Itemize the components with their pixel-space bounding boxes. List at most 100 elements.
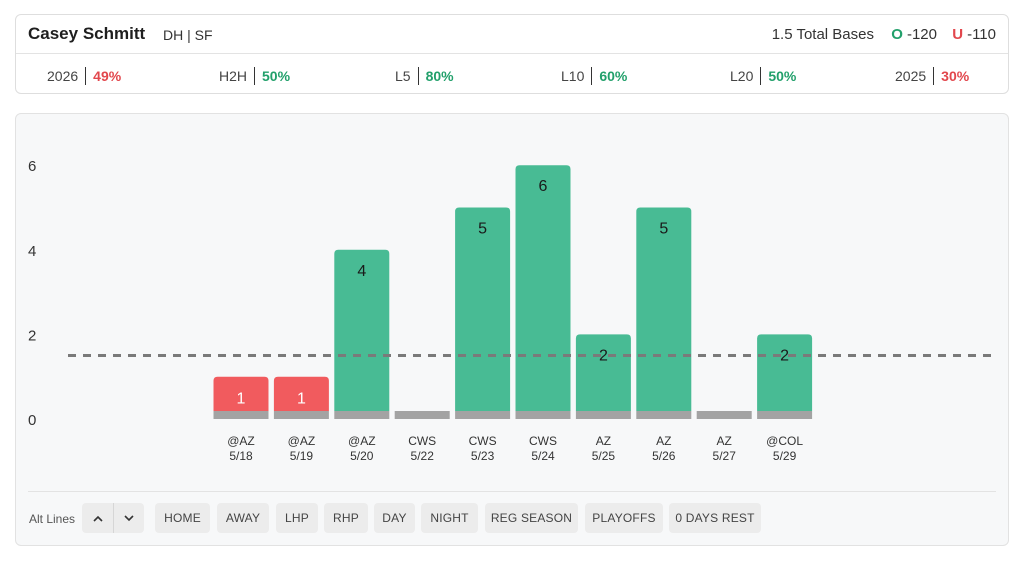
x-tick-date: 5/26 [652, 449, 676, 463]
filter-0-days-rest[interactable]: 0 DAYS REST [669, 503, 761, 533]
x-tick-opponent: CWS [469, 434, 497, 448]
filter-playoffs[interactable]: PLAYOFFS [585, 503, 663, 533]
stat-label: L5 [395, 68, 411, 84]
x-tick-opponent: @AZ [227, 434, 255, 448]
bar-az-5-25[interactable] [575, 334, 631, 411]
footer-divider [28, 491, 996, 492]
bar-value-label: 5 [659, 221, 668, 238]
x-tick-opponent: CWS [529, 434, 557, 448]
stat-l5[interactable]: L5 80% [395, 67, 454, 85]
bar--az-5-19[interactable] [273, 376, 329, 411]
stat-value: 49% [93, 68, 122, 84]
stat-l10[interactable]: L10 60% [561, 67, 627, 85]
bar--col-5-29[interactable] [757, 334, 813, 411]
y-tick-label: 6 [28, 158, 36, 175]
bar-value-label: 2 [599, 347, 608, 364]
filter-lhp[interactable]: LHP [276, 503, 318, 533]
x-tick-date: 5/22 [411, 449, 435, 463]
stat-divider [254, 67, 256, 85]
y-tick-label: 0 [28, 412, 36, 429]
bar-value-label: 1 [237, 391, 246, 408]
x-tick-opponent: AZ [596, 434, 611, 448]
player-position-team: DH | SF [163, 27, 213, 43]
x-tick-date: 5/24 [531, 449, 555, 463]
filter-away[interactable]: AWAY [217, 503, 269, 533]
bar-base [636, 411, 692, 419]
stat-label: H2H [219, 68, 248, 84]
x-tick-opponent: @COL [766, 434, 803, 448]
y-tick-label: 4 [28, 243, 36, 260]
under-odds-value: -110 [967, 26, 996, 43]
bar-base [575, 411, 631, 419]
bar-value-label: 5 [478, 221, 487, 238]
stat-divider [591, 67, 593, 85]
x-tick-opponent: @AZ [348, 434, 376, 448]
alt-line-up-button[interactable] [82, 503, 113, 533]
x-tick-date: 5/23 [471, 449, 495, 463]
alt-lines-label: Alt Lines [29, 512, 76, 526]
y-tick-label: 2 [28, 327, 36, 344]
x-tick-date: 5/20 [350, 449, 374, 463]
header-top-row: Casey Schmitt DH | SF 1.5 Total Bases O-… [16, 15, 1008, 54]
bar-value-label: 2 [780, 347, 789, 364]
x-tick-date: 5/19 [290, 449, 314, 463]
under-odds[interactable]: U -110 [952, 26, 996, 43]
chevron-down-icon [124, 514, 134, 521]
bar-cws-5-23[interactable] [455, 207, 511, 412]
bar-base [515, 411, 571, 419]
stat-value: 60% [599, 68, 628, 84]
stat-divider [417, 67, 419, 85]
player-name[interactable]: Casey Schmitt [28, 24, 146, 43]
stat-divider [85, 67, 87, 85]
stat-l20[interactable]: L20 50% [730, 67, 796, 85]
alt-lines-stepper [82, 503, 144, 533]
stat-value: 50% [262, 68, 291, 84]
stat-label: 2025 [895, 68, 927, 84]
filter-rhp[interactable]: RHP [324, 503, 368, 533]
bar-value-label: 4 [357, 263, 366, 280]
bar-base [455, 411, 511, 419]
stat-value: 30% [941, 68, 970, 84]
bar-base [213, 411, 269, 419]
over-odds[interactable]: O -120 [891, 26, 937, 43]
bar-base [757, 411, 813, 419]
bar-cws-5-24[interactable] [515, 165, 571, 411]
x-tick-date: 5/25 [592, 449, 616, 463]
filter-home[interactable]: HOME [155, 503, 210, 533]
bar--az-5-20[interactable] [334, 249, 390, 411]
bar-base [334, 411, 390, 419]
over-odds-value: -120 [906, 26, 937, 43]
x-tick-opponent: AZ [717, 434, 732, 448]
prop-line: 1.5 Total Bases [771, 26, 874, 43]
filter-reg-season[interactable]: REG SEASON [485, 503, 578, 533]
stat-label: L10 [561, 68, 585, 84]
bar-base [394, 411, 450, 419]
stat-label: L20 [730, 68, 754, 84]
bar-base [696, 411, 752, 419]
stat-h2h[interactable]: H2H 50% [219, 67, 290, 85]
stat-divider [933, 67, 935, 85]
alt-line-down-button[interactable] [113, 503, 144, 533]
stat-value: 80% [425, 68, 454, 84]
stat-divider [760, 67, 762, 85]
x-tick-date: 5/18 [229, 449, 253, 463]
x-tick-opponent: @AZ [288, 434, 316, 448]
bar-value-label: 6 [539, 178, 548, 195]
bar-az-5-26[interactable] [636, 207, 692, 412]
filter-day[interactable]: DAY [374, 503, 415, 533]
filter-night[interactable]: NIGHT [421, 503, 478, 533]
x-tick-opponent: CWS [408, 434, 436, 448]
player-header-card: Casey Schmitt DH | SF 1.5 Total Bases O-… [15, 14, 1009, 94]
chart-card: 0 2 4 6 @AZ 5/18 @AZ 5/19 @AZ 5/20 CWS 5/22 CWS 5/23 C… [15, 113, 1009, 546]
x-tick-date: 5/27 [713, 449, 737, 463]
bar--az-5-18[interactable] [213, 376, 269, 411]
bar-value-label: 1 [297, 391, 306, 408]
x-tick-opponent: AZ [656, 434, 671, 448]
under-tag: U [952, 26, 964, 43]
stat-2026[interactable]: 2026 49% [47, 67, 121, 85]
bar-chart: 0246@AZ5/18@AZ5/19@AZ5/20CWS5/22CWS5/23C… [28, 158, 992, 463]
chevron-up-icon [92, 515, 103, 522]
stat-2025[interactable]: 2025 30% [895, 67, 969, 85]
x-tick-date: 5/29 [773, 449, 797, 463]
over-tag: O [891, 26, 903, 43]
